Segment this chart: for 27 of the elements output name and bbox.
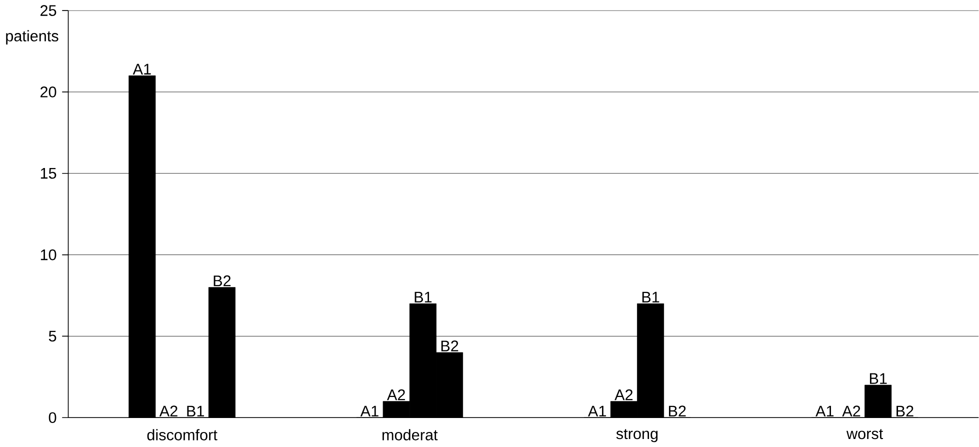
series-label: B1 [187,406,204,416]
text: A2 [842,406,860,416]
y-tick-label: 5 [48,330,56,342]
text: A2 [159,406,178,416]
y-tick-label: 0 [48,412,56,423]
series-label: A1 [132,64,151,74]
text: A1 [816,406,834,416]
text: B2 [896,406,914,416]
text: B1 [642,292,660,302]
text: B1 [870,373,887,384]
x-tick-label: worst [846,428,884,440]
text: B1 [414,292,432,302]
y-tick-label: 25 [40,4,56,16]
text: B2 [668,406,686,416]
series-label: A2 [386,389,405,400]
y-tick-label: 15 [40,168,56,179]
x-tick-label: strong [616,428,658,442]
x-tick-label: moderat [382,428,438,440]
series-label: B2 [214,275,231,286]
x-tick-label: discomfort [147,428,218,440]
text: A1 [360,406,378,416]
text: A2 [614,389,633,400]
text: A1 [588,406,606,416]
y-axis-title: patients [6,30,58,44]
y-tick-label: 10 [40,249,56,260]
text: B2 [441,340,458,352]
y-tick-label: 20 [40,86,56,98]
